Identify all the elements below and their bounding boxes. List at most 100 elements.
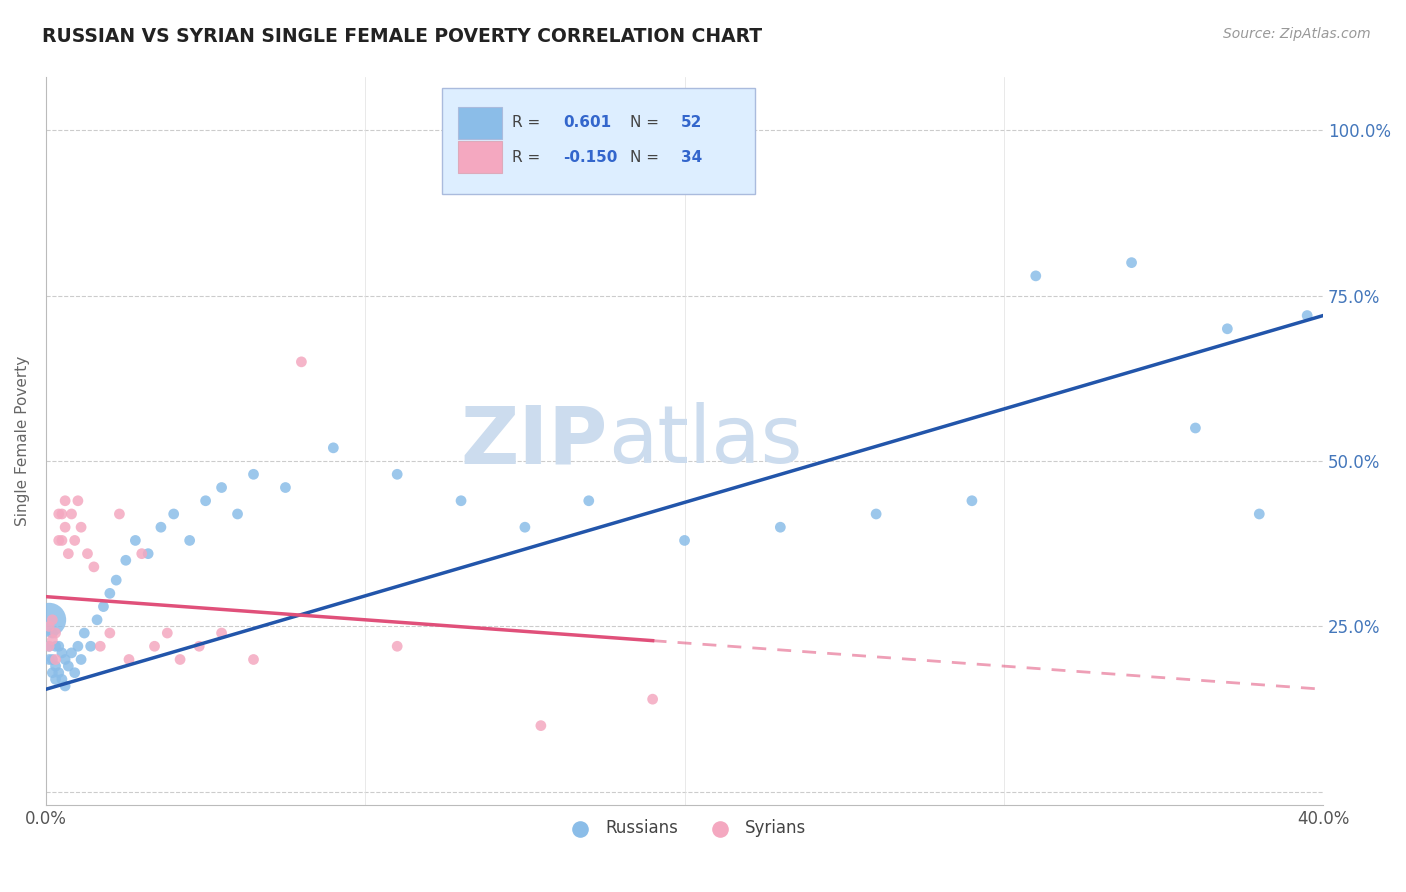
Point: [242, 467, 264, 482]
Point: [98, 626, 121, 640]
Point: [93, 599, 115, 614]
Point: [63, 665, 86, 680]
Point: [45, 673, 67, 687]
Point: [124, 533, 146, 548]
Point: [60, 507, 83, 521]
Point: [274, 481, 297, 495]
Text: Source: ZipAtlas.com: Source: ZipAtlas.com: [1223, 27, 1371, 41]
Point: [156, 626, 179, 640]
Point: [60, 646, 83, 660]
Point: [41, 626, 63, 640]
Point: [149, 520, 172, 534]
Point: [70, 520, 93, 534]
Point: [51, 646, 73, 660]
Point: [290, 355, 312, 369]
Point: [450, 493, 472, 508]
Point: [242, 652, 264, 666]
Point: [86, 613, 108, 627]
Point: [83, 560, 105, 574]
Text: -0.150: -0.150: [564, 150, 617, 165]
Point: [51, 673, 73, 687]
Point: [1216, 322, 1239, 336]
Text: R =: R =: [512, 115, 546, 130]
Point: [98, 586, 121, 600]
Point: [53, 652, 76, 666]
Point: [70, 652, 93, 666]
Point: [89, 640, 111, 654]
Point: [76, 547, 98, 561]
Text: 34: 34: [681, 150, 702, 165]
Point: [194, 493, 217, 508]
Point: [131, 547, 153, 561]
Text: atlas: atlas: [607, 402, 803, 480]
Point: [1025, 268, 1047, 283]
Point: [48, 507, 70, 521]
Point: [38, 613, 60, 627]
Point: [58, 659, 80, 673]
Point: [41, 613, 63, 627]
Point: [41, 652, 63, 666]
Point: [41, 665, 63, 680]
Legend: Russians, Syrians: Russians, Syrians: [557, 813, 813, 844]
Point: [51, 533, 73, 548]
Point: [51, 507, 73, 521]
Point: [53, 493, 76, 508]
Point: [769, 520, 792, 534]
FancyBboxPatch shape: [441, 88, 755, 194]
FancyBboxPatch shape: [458, 106, 502, 138]
Point: [48, 665, 70, 680]
Point: [641, 692, 664, 706]
Point: [108, 507, 131, 521]
Point: [188, 640, 211, 654]
Point: [63, 533, 86, 548]
Point: [865, 507, 887, 521]
Point: [53, 679, 76, 693]
Point: [1249, 507, 1271, 521]
Point: [45, 626, 67, 640]
Point: [38, 640, 60, 654]
Y-axis label: Single Female Poverty: Single Female Poverty: [15, 356, 30, 526]
Point: [79, 640, 101, 654]
Text: R =: R =: [512, 150, 546, 165]
Point: [385, 640, 408, 654]
Point: [211, 626, 233, 640]
Point: [578, 493, 600, 508]
Point: [226, 507, 249, 521]
Point: [960, 493, 983, 508]
Point: [1296, 309, 1319, 323]
Point: [673, 533, 696, 548]
Point: [143, 640, 166, 654]
Point: [530, 718, 553, 732]
Point: [38, 640, 60, 654]
FancyBboxPatch shape: [458, 142, 502, 173]
Text: ZIP: ZIP: [461, 402, 607, 480]
Point: [38, 619, 60, 633]
Point: [73, 626, 96, 640]
Text: N =: N =: [630, 115, 664, 130]
Point: [136, 547, 159, 561]
Point: [118, 652, 141, 666]
Point: [322, 441, 344, 455]
Point: [1184, 421, 1206, 435]
Point: [53, 520, 76, 534]
Point: [38, 652, 60, 666]
Point: [66, 493, 89, 508]
Point: [163, 507, 186, 521]
Point: [513, 520, 536, 534]
Point: [48, 533, 70, 548]
Point: [45, 659, 67, 673]
Point: [45, 640, 67, 654]
Point: [1121, 255, 1143, 269]
Text: N =: N =: [630, 150, 664, 165]
Text: 0.601: 0.601: [564, 115, 612, 130]
Point: [41, 632, 63, 647]
Point: [385, 467, 408, 482]
Text: RUSSIAN VS SYRIAN SINGLE FEMALE POVERTY CORRELATION CHART: RUSSIAN VS SYRIAN SINGLE FEMALE POVERTY …: [42, 27, 762, 45]
Point: [45, 652, 67, 666]
Point: [169, 652, 191, 666]
Point: [58, 547, 80, 561]
Text: 52: 52: [681, 115, 702, 130]
Point: [105, 573, 128, 587]
Point: [114, 553, 136, 567]
Point: [211, 481, 233, 495]
